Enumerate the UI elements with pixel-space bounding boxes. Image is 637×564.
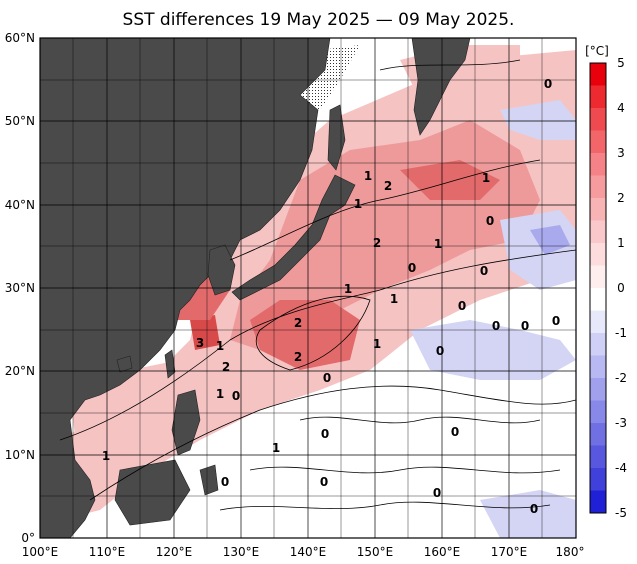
lat-tick-label: 40°N — [5, 198, 35, 212]
map-title: SST differences 19 May 2025 — 09 May 202… — [122, 10, 515, 30]
contour-label: 1 — [216, 387, 224, 401]
contour-label: 1 — [364, 169, 372, 183]
contour-label: 1 — [344, 282, 352, 296]
contour-label: 1 — [216, 339, 224, 353]
lon-tick-label: 100°E — [22, 545, 59, 559]
lat-axis-labels: 60°N 50°N 40°N 30°N 20°N 10°N 0° — [5, 31, 35, 545]
lat-tick-label: 0° — [21, 531, 35, 545]
contour-label: 1 — [482, 171, 490, 185]
lon-tick-label: 160°E — [424, 545, 461, 559]
lat-tick-label: 20°N — [5, 364, 35, 378]
cool-anomaly-fill — [410, 100, 576, 538]
contour-label: 0 — [492, 319, 500, 333]
contour-label: 2 — [373, 236, 381, 250]
colorbar-tick: 4 — [617, 101, 625, 115]
contour-label: 0 — [521, 319, 529, 333]
contour-lines — [59, 59, 576, 511]
colorbar-tick: 1 — [617, 236, 625, 250]
contour-label: 0 — [408, 261, 416, 275]
lon-tick-label: 130°E — [223, 545, 260, 559]
contour-label: 0 — [544, 77, 552, 91]
colorbar-tick: -3 — [615, 416, 627, 430]
lat-tick-label: 10°N — [5, 448, 35, 462]
contour-label: 2 — [294, 316, 302, 330]
colorbar-tick: 2 — [617, 191, 625, 205]
contour-labels: 0 1 0 1 2 1 1 0 2 1 0 0 1 1 0 0 0 0 2 1 … — [102, 77, 560, 516]
contour-label: 0 — [530, 502, 538, 516]
map-grid — [40, 38, 576, 538]
colorbar-tick: -1 — [615, 326, 627, 340]
contour-label: 2 — [384, 179, 392, 193]
colorbar-tick: 3 — [617, 146, 625, 160]
contour-label: 2 — [294, 350, 302, 364]
contour-label: 1 — [373, 337, 381, 351]
lat-tick-label: 60°N — [5, 31, 35, 45]
contour-label: 0 — [433, 486, 441, 500]
colorbar-frame — [589, 62, 607, 514]
lon-tick-label: 110°E — [89, 545, 126, 559]
lon-tick-label: 120°E — [156, 545, 193, 559]
map-field: 0 1 0 1 2 1 1 0 2 1 0 0 1 1 0 0 0 0 2 1 … — [40, 38, 576, 538]
colorbar-tick: 0 — [617, 281, 625, 295]
contour-label: 0 — [232, 389, 240, 403]
lon-axis-labels: 100°E 110°E 120°E 130°E 140°E 150°E 160°… — [22, 545, 585, 559]
colorbar: [°C] 5 4 3 2 1 0 — [585, 44, 627, 520]
colorbar-unit: [°C] — [585, 44, 609, 58]
contour-label: 0 — [323, 371, 331, 385]
colorbar-tick: 5 — [617, 56, 625, 70]
lon-tick-label: 140°E — [290, 545, 327, 559]
contour-label: 0 — [458, 299, 466, 313]
contour-label: 0 — [320, 475, 328, 489]
lon-tick-label: 170°E — [491, 545, 528, 559]
contour-label: 0 — [480, 264, 488, 278]
colorbar-tick: -2 — [615, 371, 627, 385]
contour-label: 0 — [221, 475, 229, 489]
colorbar-tick: -4 — [615, 461, 627, 475]
contour-label: 0 — [321, 427, 329, 441]
contour-label: 1 — [272, 441, 280, 455]
contour-label: 0 — [451, 425, 459, 439]
contour-label: 1 — [354, 197, 362, 211]
lat-tick-label: 50°N — [5, 114, 35, 128]
contour-label: 0 — [436, 344, 444, 358]
plot-frame — [39, 37, 577, 539]
contour-label: 1 — [102, 449, 110, 463]
contour-label: 3 — [196, 336, 204, 350]
lon-tick-label: 180° — [556, 545, 585, 559]
colorbar-tick: -5 — [615, 506, 627, 520]
colorbar-swatches — [590, 63, 606, 513]
contour-label: 1 — [434, 237, 442, 251]
contour-label: 0 — [552, 314, 560, 328]
contour-label: 0 — [486, 214, 494, 228]
contour-label: 1 — [390, 292, 398, 306]
contour-label: 2 — [222, 360, 230, 374]
lat-tick-label: 30°N — [5, 281, 35, 295]
lon-tick-label: 150°E — [357, 545, 394, 559]
